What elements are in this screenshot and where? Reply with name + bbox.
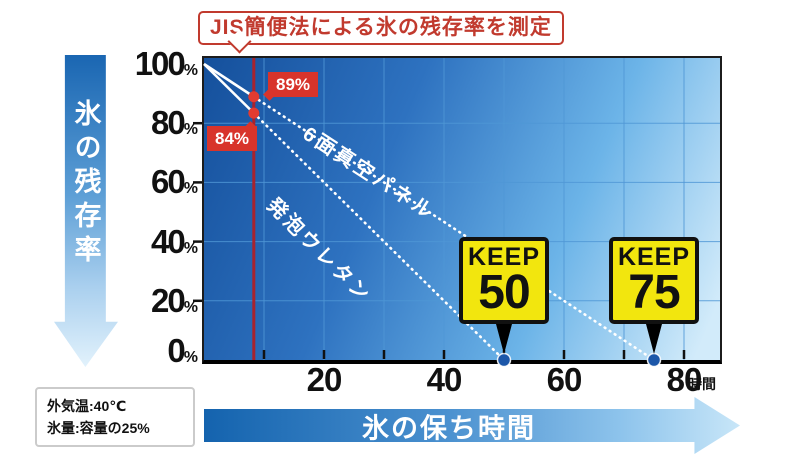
- keep-badge: KEEP 50: [459, 237, 549, 324]
- series-line-solid-1: [203, 63, 255, 115]
- y-tick-number: 80: [151, 104, 186, 142]
- measurement-dot: [248, 91, 260, 103]
- x-tick-label: 20: [306, 361, 343, 398]
- y-tick-percent-sign: %: [183, 180, 198, 198]
- keep-marker-pointer: [496, 324, 512, 354]
- y-tick-label: 100%: [114, 47, 198, 88]
- y-tick-label: 60%: [114, 165, 198, 206]
- y-tick-number: 0: [167, 332, 185, 369]
- y-tick-percent-sign: %: [183, 349, 198, 366]
- x-tick-label: 80: [666, 361, 703, 398]
- chart-title: JIS簡便法による氷の残存率を測定: [198, 11, 564, 45]
- plot-area: 20 40 60 80 100% 80% 60% 40% 20% 0% 6面真空パネル 発泡ウレタン 8…: [135, 47, 722, 398]
- y-tick-label: 80%: [114, 106, 198, 147]
- measured-percent-label: 84%: [207, 121, 258, 151]
- series-line-solid-0: [203, 62, 255, 98]
- y-tick-number: 20: [151, 281, 186, 319]
- y-tick-number: 100: [134, 45, 186, 82]
- y-tick-percent-sign: %: [183, 298, 198, 316]
- keep-marker: KEEP 50: [457, 237, 551, 354]
- x-axis-arrow: 氷の保ち時間: [204, 397, 740, 454]
- y-tick-label: 20%: [114, 281, 198, 325]
- y-axis-arrow-label: 氷の残存率: [70, 99, 101, 269]
- y-tick-label: 40%: [114, 222, 198, 266]
- endpoint-dot: [496, 352, 512, 368]
- y-axis-arrow: 氷の残存率: [54, 55, 118, 367]
- measured-percent-label: 89%: [263, 72, 319, 101]
- conditions-line-2: 氷量:容量の25%: [47, 420, 150, 436]
- keep-marker-value: 50: [478, 266, 530, 319]
- y-tick-percent-sign: %: [183, 121, 198, 139]
- x-tick-label: 40: [426, 361, 463, 398]
- keep-marker: KEEP 75: [607, 237, 701, 354]
- x-axis-arrow-label: 氷の保ち時間: [362, 413, 536, 443]
- y-tick-number: 60: [151, 163, 186, 201]
- x-axis-unit-label: 時間: [688, 376, 716, 392]
- measurement-dot: [248, 107, 260, 119]
- keep-marker-word: KEEP: [467, 243, 541, 271]
- series-line-dotted-0: [252, 95, 656, 362]
- y-tick-number: 40: [151, 222, 186, 260]
- y-tick-percent-sign: %: [183, 239, 198, 257]
- y-tick-label: 0%: [114, 334, 198, 375]
- keep-marker-value: 75: [628, 266, 680, 319]
- keep-badge: KEEP 75: [609, 237, 699, 324]
- y-tick-percent-sign: %: [183, 62, 198, 79]
- x-tick-label: 60: [546, 361, 583, 398]
- keep-marker-pointer: [646, 324, 662, 354]
- keep-marker-word: KEEP: [617, 243, 691, 271]
- conditions-box: 外気温:40℃ 氷量:容量の25%: [35, 387, 195, 447]
- conditions-line-1: 外気温:40℃: [47, 398, 127, 414]
